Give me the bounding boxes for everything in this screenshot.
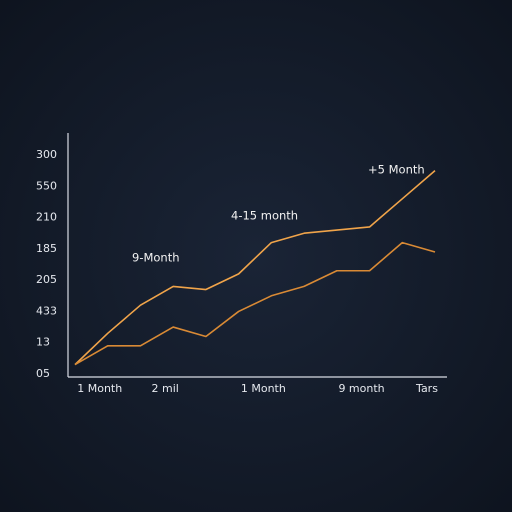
annotation: 4-15 month	[231, 209, 298, 223]
x-tick-label: 9 month	[338, 382, 384, 395]
x-tick-label: 2 mil	[152, 382, 179, 395]
x-tick-label: Tars	[415, 382, 438, 395]
line	[74, 170, 436, 366]
annotation: +5 Month	[368, 163, 425, 177]
y-tick-label: 550	[36, 179, 57, 192]
x-tick-label: 1 Month	[241, 382, 286, 395]
y-tick-label: 300	[36, 148, 57, 161]
y-tick-label: 05	[36, 367, 50, 380]
y-tick-label: 210	[36, 211, 57, 224]
line	[74, 241, 436, 366]
y-tick-label: 433	[36, 304, 57, 317]
y-tick-label: 13	[36, 336, 50, 349]
y-tick-label: 205	[36, 273, 57, 286]
y-tick-label: 185	[36, 242, 57, 255]
x-tick-label: 1 Month	[77, 382, 122, 395]
annotation: 9-Month	[132, 251, 180, 265]
